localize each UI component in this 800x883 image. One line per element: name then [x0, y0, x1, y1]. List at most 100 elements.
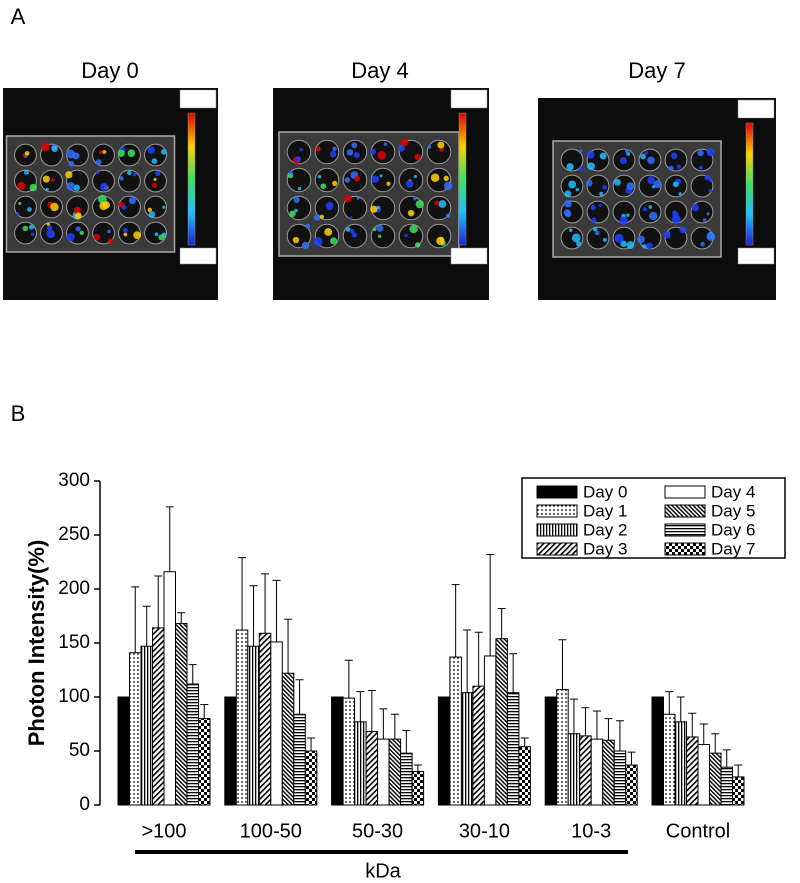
signal-spot: [383, 142, 388, 146]
signal-spot: [289, 210, 296, 218]
signal-spot: [325, 201, 334, 210]
error-bar: [238, 557, 247, 631]
signal-spot: [313, 214, 321, 221]
signal-spot: [51, 178, 55, 182]
bar: [449, 656, 462, 806]
signal-spot: [93, 233, 101, 241]
well: [92, 169, 115, 193]
signal-spot: [414, 242, 421, 248]
signal-spot: [299, 147, 303, 152]
bar: [579, 735, 592, 806]
signal-spot: [398, 144, 405, 152]
error-bar: [451, 584, 460, 658]
signal-spot: [386, 181, 391, 186]
signal-spot: [292, 236, 300, 244]
signal-spot: [678, 192, 682, 196]
bar: [663, 713, 676, 806]
image-title: Day 7: [628, 58, 685, 83]
bar: [354, 721, 367, 806]
signal-spot: [356, 196, 360, 200]
error-bar: [154, 575, 163, 628]
well: [586, 174, 610, 198]
legend-label: Day 4: [711, 482, 755, 501]
signal-spot: [409, 224, 418, 234]
signal-spot: [160, 148, 167, 155]
x-tick-label: 30-10: [459, 820, 510, 842]
signal-spot: [645, 242, 653, 250]
error-bar: [581, 707, 590, 736]
legend-swatch: [664, 504, 706, 518]
bar: [198, 718, 211, 806]
signal-spot: [16, 212, 20, 216]
y-tick-label: 300: [58, 470, 90, 491]
error-bar: [520, 737, 529, 747]
error-bar: [497, 607, 506, 639]
color-bar: [458, 112, 467, 246]
signal-spot: [324, 228, 333, 236]
signal-spot: [603, 238, 607, 242]
x-axis-label: kDa: [365, 860, 401, 882]
signal-spot: [626, 241, 635, 249]
error-bar: [558, 639, 567, 690]
signal-spot: [122, 227, 128, 233]
well: [690, 174, 714, 198]
x-tick-label: >100: [141, 820, 186, 842]
bar: [697, 744, 710, 806]
info-box: [179, 89, 217, 109]
error-bar: [592, 710, 601, 740]
signal-spot: [568, 228, 573, 232]
signal-spot: [107, 238, 114, 244]
signal-spot: [672, 211, 679, 218]
signal-spot: [354, 175, 361, 182]
signal-spot: [95, 170, 100, 175]
error-bar: [627, 751, 636, 766]
signal-spot: [152, 182, 158, 188]
bar: [342, 697, 356, 806]
signal-spot: [22, 225, 28, 232]
signal-spot: [79, 230, 84, 236]
signal-spot: [288, 171, 293, 175]
legend-label: Day 3: [583, 539, 627, 558]
signal-spot: [663, 231, 671, 239]
signal-spot: [344, 177, 351, 183]
signal-spot: [700, 241, 705, 247]
error-bar: [142, 605, 151, 647]
signal-spot: [147, 146, 155, 154]
signal-spot: [133, 231, 142, 240]
signal-spot: [640, 153, 646, 160]
error-bar: [722, 749, 731, 768]
error-bar: [131, 586, 140, 653]
signal-spot: [350, 228, 355, 234]
bar: [602, 739, 615, 806]
signal-spot: [443, 181, 453, 191]
signal-spot: [620, 240, 627, 248]
legend-swatch: [536, 542, 578, 556]
signal-spot: [590, 204, 596, 210]
signal-spot: [377, 150, 387, 160]
signal-spot: [702, 218, 707, 222]
signal-spot: [414, 153, 422, 161]
signal-spot: [598, 203, 602, 208]
signal-spot: [706, 232, 716, 242]
well: [342, 195, 368, 221]
signal-spot: [132, 172, 137, 177]
signal-spot: [127, 170, 132, 176]
bar: [472, 685, 485, 806]
signal-spot: [24, 169, 29, 175]
bar: [140, 645, 153, 806]
signal-spot: [371, 175, 379, 183]
signal-spot: [670, 152, 678, 160]
signal-spot: [706, 212, 710, 216]
signal-spot: [153, 177, 157, 181]
error-bar: [604, 718, 613, 741]
signal-spot: [349, 216, 353, 220]
bar: [518, 746, 531, 806]
signal-spot: [346, 149, 354, 156]
signal-spot: [413, 196, 417, 201]
error-bar: [344, 659, 353, 699]
bar: [544, 696, 558, 806]
signal-spot: [99, 201, 108, 211]
signal-spot: [708, 188, 712, 193]
bar: [331, 696, 344, 806]
signal-spot: [154, 232, 159, 237]
